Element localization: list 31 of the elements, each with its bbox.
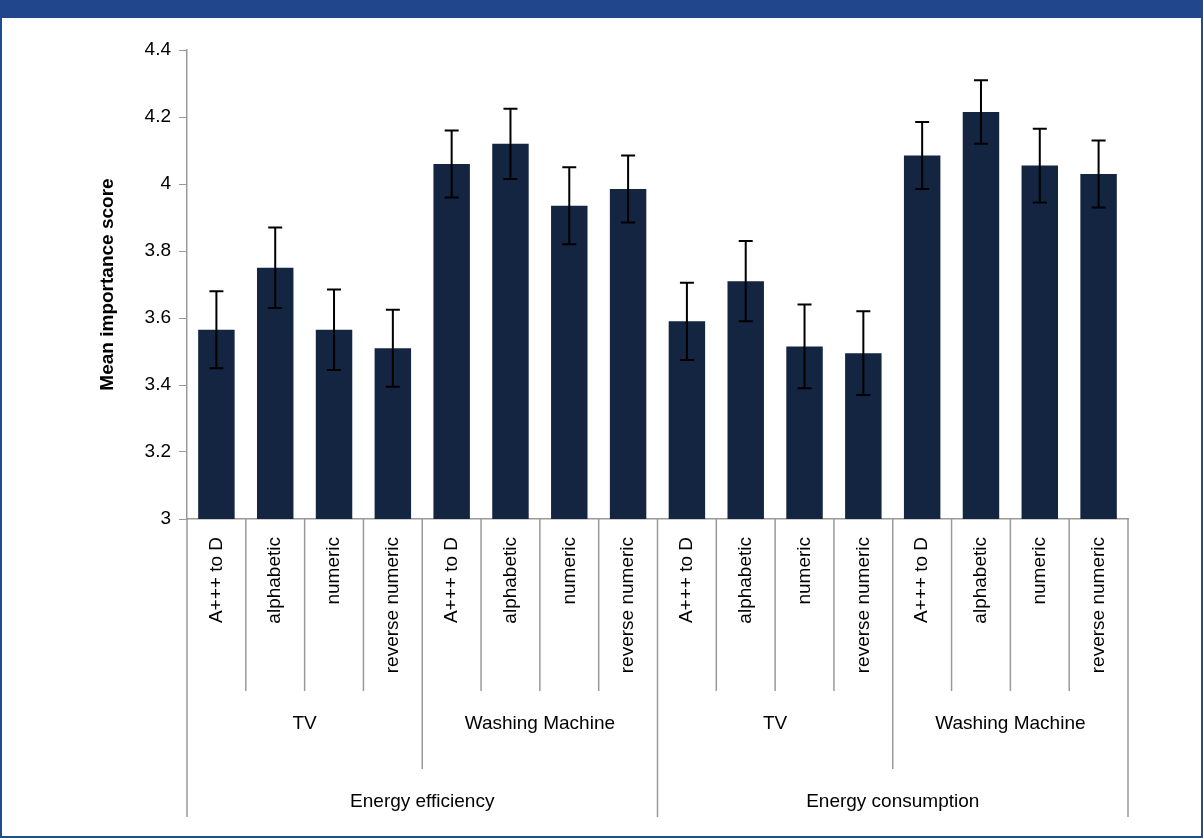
text: TV — [292, 712, 318, 734]
y-tick-label: 3 — [160, 507, 171, 529]
x-tick-label: reverse numeric — [1086, 537, 1108, 674]
y-tick-label: 3.4 — [144, 373, 172, 395]
x-tick-label: numeric — [322, 537, 344, 605]
x-tick-label: alphabetic — [969, 537, 991, 624]
x-tick-label: alphabetic — [498, 537, 520, 624]
text: Washing Machine — [935, 712, 1086, 734]
text: Washing Machine — [464, 712, 616, 734]
x-tick-label: alphabetic — [733, 537, 755, 624]
x-tick-label: A+++ to D — [910, 537, 932, 624]
text: TV — [762, 712, 788, 734]
x-tick-label: numeric — [557, 537, 579, 605]
x-tick-label: reverse numeric — [381, 537, 403, 674]
y-tick-label: 4.2 — [144, 105, 171, 127]
x-tick-label: numeric — [1028, 537, 1050, 605]
y-axis-title: Mean importance score — [95, 178, 117, 391]
x-tick-label: A+++ to D — [204, 537, 226, 624]
x-tick-label: A+++ to D — [675, 537, 697, 624]
y-tick-label: 3.2 — [144, 440, 171, 462]
y-tick-label: 4 — [160, 172, 172, 194]
text: Energy efficiency — [350, 790, 495, 812]
y-tick-label: 3.8 — [144, 239, 171, 261]
x-tick-label: reverse numeric — [616, 537, 638, 674]
text: Energy consumption — [806, 790, 980, 812]
y-tick-label: 4.4 — [144, 38, 172, 60]
x-tick-label: alphabetic — [263, 537, 285, 624]
x-tick-label: A+++ to D — [439, 537, 461, 624]
x-tick-label: numeric — [792, 537, 814, 605]
x-tick-label: reverse numeric — [851, 537, 873, 674]
y-tick-label: 3.6 — [144, 306, 171, 328]
